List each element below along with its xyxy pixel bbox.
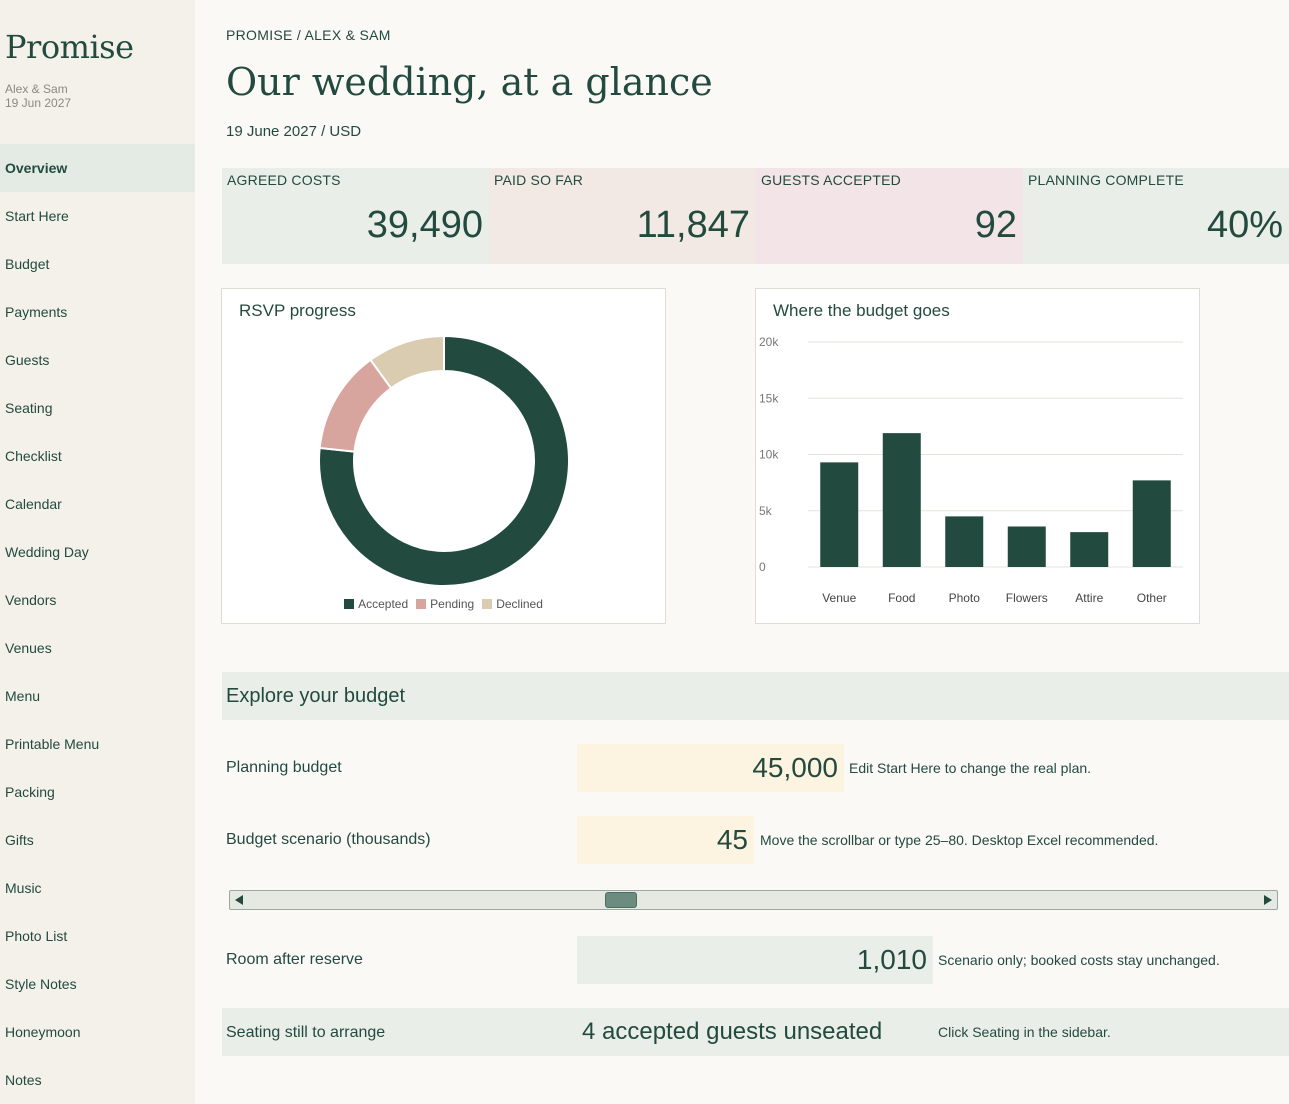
stat-label: AGREED COSTS — [227, 172, 341, 188]
y-tick-label: 5k — [759, 504, 773, 518]
sidebar-item-wedding-day[interactable]: Wedding Day — [5, 544, 89, 560]
donut-slice-declined — [369, 334, 445, 390]
rsvp-donut-chart — [318, 334, 570, 587]
y-tick-label: 15k — [759, 391, 779, 405]
bar-attire — [1070, 532, 1109, 567]
seating-note: Click Seating in the sidebar. — [938, 1024, 1111, 1040]
legend-swatch — [482, 599, 493, 609]
bar-photo — [945, 516, 984, 567]
budget-bar-chart: 0 5k 10k 15k 20k Venue Food Photo Flowers Attire O… — [759, 335, 1183, 605]
page-subtitle: 19 June 2027 / USD — [226, 123, 362, 140]
legend-swatch — [344, 599, 355, 609]
seating-summary-band — [222, 1008, 1289, 1056]
sidebar-item-menu[interactable]: Menu — [5, 688, 41, 704]
legend-label: Declined — [496, 597, 543, 611]
rsvp-chart-card: RSVP progress Accepted Pending Declined — [221, 288, 666, 624]
sidebar-item-gifts[interactable]: Gifts — [5, 832, 34, 848]
bar-flowers — [1007, 526, 1046, 567]
planning-budget-label: Planning budget — [226, 759, 342, 776]
stat-label: PAID SO FAR — [494, 172, 584, 188]
budget-scenario-field[interactable]: 45 — [577, 816, 754, 864]
sidebar-item-seating[interactable]: Seating — [5, 400, 53, 416]
planning-budget-note: Edit Start Here to change the real plan. — [849, 760, 1092, 776]
donut-slice-accepted — [318, 334, 570, 587]
stat-value: 11,847 — [636, 204, 750, 246]
stat-agreed-costs: AGREED COSTS 39,490 — [222, 168, 489, 264]
bar-food — [882, 433, 921, 567]
x-tick-label: Photo — [949, 591, 981, 605]
wedding-date: 19 Jun 2027 — [5, 96, 72, 110]
couple-names: Alex & Sam — [5, 82, 68, 96]
room-after-reserve-note: Scenario only; booked costs stay unchang… — [938, 952, 1220, 968]
legend-item-accepted: Accepted — [344, 597, 408, 611]
sidebar-item-packing[interactable]: Packing — [5, 784, 55, 800]
sidebar-item-notes[interactable]: Notes — [5, 1072, 42, 1088]
arrow-right-icon — [1264, 895, 1272, 905]
bar-venue — [820, 462, 859, 567]
x-tick-label: Other — [1137, 591, 1167, 605]
stat-paid-so-far: PAID SO FAR 11,847 — [489, 168, 756, 264]
legend-item-pending: Pending — [416, 597, 474, 611]
sidebar: Promise Alex & Sam 19 Jun 2027 Overview S… — [0, 0, 195, 1104]
stat-value: 92 — [974, 204, 1017, 246]
budget-scenario-scrollbar[interactable] — [229, 890, 1278, 910]
y-tick-label: 10k — [759, 448, 779, 462]
sidebar-item-photo-list[interactable]: Photo List — [5, 928, 68, 944]
legend-label: Pending — [430, 597, 475, 611]
budget-scenario-note: Move the scrollbar or type 25–80. Deskto… — [760, 832, 1159, 848]
sidebar-item-overview[interactable]: Overview — [0, 144, 195, 192]
sidebar-item-music[interactable]: Music — [5, 880, 42, 896]
sidebar-item-vendors[interactable]: Vendors — [5, 592, 57, 608]
stat-guests-accepted: GUESTS ACCEPTED 92 — [756, 168, 1023, 264]
chart-title: RSVP progress — [239, 301, 356, 320]
brand-logo: Promise — [5, 28, 134, 66]
scroll-left-arrow[interactable] — [230, 891, 248, 909]
budget-scenario-label: Budget scenario (thousands) — [226, 831, 431, 848]
sidebar-item-venues[interactable]: Venues — [5, 640, 52, 656]
sidebar-item-start-here[interactable]: Start Here — [5, 208, 69, 224]
stat-label: GUESTS ACCEPTED — [761, 172, 901, 188]
x-tick-label: Flowers — [1006, 591, 1048, 605]
chart-legend: Accepted Pending Declined — [222, 597, 665, 611]
sidebar-item-checklist[interactable]: Checklist — [5, 448, 62, 464]
page-title: Our wedding, at a glance — [226, 60, 713, 104]
stat-planning-complete: PLANNING COMPLETE 40% — [1023, 168, 1289, 264]
x-tick-label: Food — [888, 591, 915, 605]
sidebar-item-guests[interactable]: Guests — [5, 352, 50, 368]
breadcrumb: PROMISE / ALEX & SAM — [226, 27, 391, 43]
legend-swatch — [416, 599, 427, 609]
budget-chart-card: Where the budget goes 0 5k 10k 15k 20k Venue F… — [755, 288, 1200, 624]
y-tick-label: 20k — [759, 335, 779, 349]
arrow-left-icon — [235, 895, 243, 905]
chart-title: Where the budget goes — [773, 301, 950, 320]
room-after-reserve-label: Room after reserve — [226, 951, 363, 968]
x-tick-label: Attire — [1075, 591, 1103, 605]
bar-other — [1132, 480, 1171, 567]
sidebar-item-honeymoon[interactable]: Honeymoon — [5, 1024, 81, 1040]
scrollbar-thumb[interactable] — [604, 892, 637, 908]
planning-budget-field[interactable]: 45,000 — [577, 744, 844, 792]
y-tick-label: 0 — [759, 560, 766, 574]
sidebar-item-style-notes[interactable]: Style Notes — [5, 976, 77, 992]
sidebar-item-calendar[interactable]: Calendar — [5, 496, 62, 512]
x-tick-label: Venue — [822, 591, 856, 605]
stat-value: 40% — [1206, 204, 1283, 246]
legend-item-declined: Declined — [482, 597, 543, 611]
section-title-explore: Explore your budget — [222, 672, 1289, 720]
sidebar-item-budget[interactable]: Budget — [5, 256, 50, 272]
seating-label: Seating still to arrange — [226, 1024, 386, 1041]
seating-value: 4 accepted guests unseated — [582, 1018, 883, 1045]
stat-label: PLANNING COMPLETE — [1028, 172, 1184, 188]
stat-value: 39,490 — [366, 204, 483, 246]
legend-label: Accepted — [358, 597, 409, 611]
room-after-reserve-value: 1,010 — [577, 936, 933, 984]
sidebar-item-printable-menu[interactable]: Printable Menu — [5, 736, 100, 752]
scroll-right-arrow[interactable] — [1259, 891, 1277, 909]
sidebar-item-payments[interactable]: Payments — [5, 304, 68, 320]
